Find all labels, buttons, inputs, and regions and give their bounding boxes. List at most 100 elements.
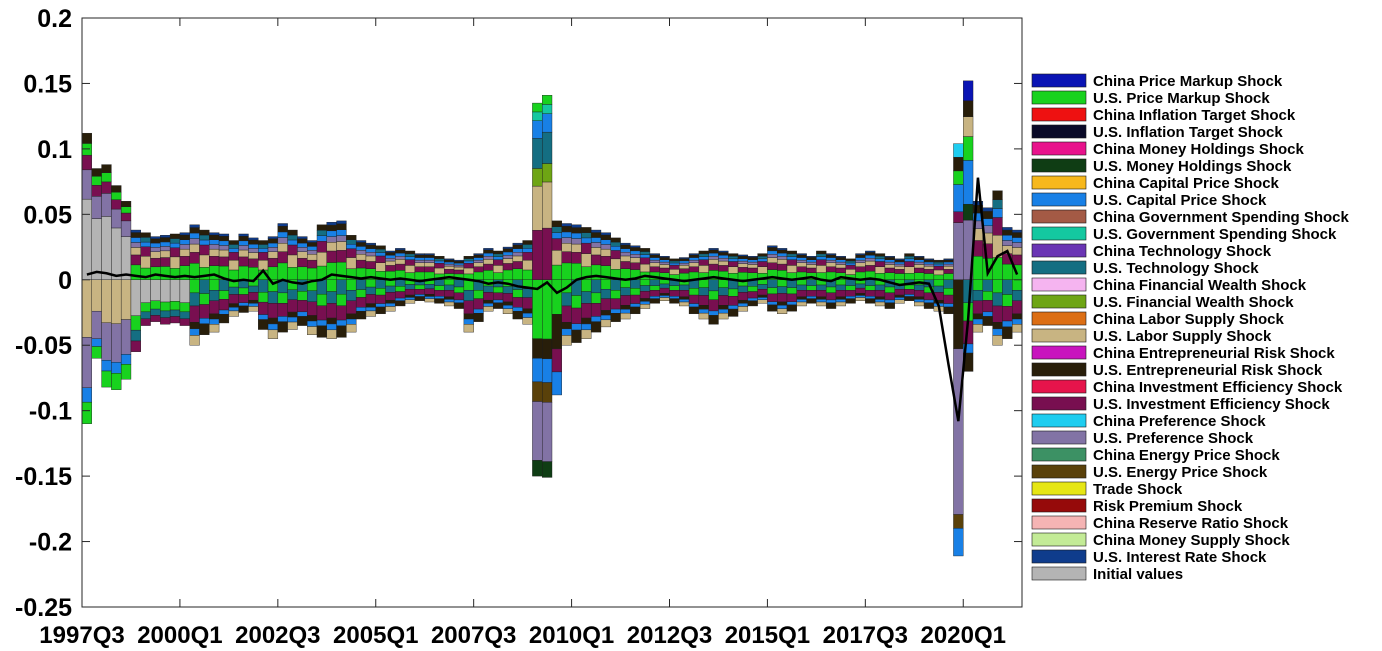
bar-segment-pos-26-2 (336, 241, 347, 251)
bar-segment-neg-93-3 (992, 322, 1003, 330)
bar-segment-pos-20-5 (277, 226, 288, 233)
bar-segment-neg-27-2 (346, 300, 357, 315)
bar-segment-pos-48-5 (551, 220, 562, 227)
bar-segment-neg-51-0 (581, 279, 592, 292)
bar-segment-neg-60-3 (669, 296, 680, 299)
bar-segment-pos-6-3 (140, 241, 151, 247)
bar-segment-neg-82-1 (884, 286, 895, 293)
bar-segment-neg-70-4 (767, 304, 778, 312)
bar-segment-pos-80-2 (865, 260, 876, 266)
bar-segment-pos-93-3 (992, 208, 1003, 218)
bar-segment-pos-51-1 (581, 253, 592, 267)
bar-segment-pos-38-2 (453, 266, 465, 271)
bar-segment-neg-94-3 (1002, 320, 1013, 328)
bar-segment-pos-21-3 (287, 239, 298, 246)
legend-swatch (1031, 396, 1087, 411)
bar-segment-neg-38-2 (453, 292, 465, 301)
legend-swatch (1031, 532, 1087, 547)
bar-segment-neg-12-0 (199, 279, 210, 294)
bar-segment-neg-22-3 (297, 311, 308, 317)
bar-segment-pos-65-6 (718, 250, 729, 253)
bar-segment-pos-58-2 (649, 262, 660, 267)
bar-segment-pos-71-3 (777, 256, 788, 260)
bar-segment-pos-12-4 (199, 234, 210, 241)
bar-segment-neg-12-1 (199, 293, 210, 305)
bar-segment-neg-58-2 (649, 290, 660, 297)
bar-segment-pos-39-1 (463, 267, 474, 275)
bar-segment-neg-27-0 (346, 279, 357, 291)
legend-label: China Government Spending Shock (1093, 209, 1350, 226)
bar-segment-neg-71-4 (777, 305, 788, 309)
bar-segment-neg-41-3 (483, 300, 494, 304)
bar-segment-pos-2-1 (101, 193, 112, 217)
bar-segment-neg-87-0 (933, 279, 944, 287)
bar-segment-pos-72-2 (786, 259, 797, 266)
bar-segment-neg-11-2 (189, 305, 200, 323)
bar-segment-neg-27-3 (346, 313, 357, 320)
bar-segment-pos-90-1 (963, 203, 974, 221)
bar-segment-pos-50-2 (571, 243, 582, 253)
bar-segment-neg-63-3 (698, 305, 709, 310)
bar-segment-neg-24-1 (316, 293, 327, 306)
bar-segment-pos-22-2 (297, 251, 308, 259)
bar-segment-neg-61-1 (679, 284, 690, 291)
bar-segment-neg-66-4 (728, 308, 739, 317)
bar-segment-neg-20-4 (277, 321, 288, 333)
bar-segment-neg-66-2 (728, 296, 739, 306)
bar-segment-pos-34-2 (414, 262, 425, 267)
bar-segment-neg-68-2 (747, 291, 758, 299)
bar-segment-neg-22-2 (297, 300, 308, 313)
bar-segment-pos-24-5 (316, 224, 327, 231)
bar-segment-neg-59-1 (659, 283, 670, 289)
bar-segment-pos-71-1 (777, 263, 788, 271)
bar-segment-pos-74-3 (806, 261, 817, 265)
bar-segment-neg-1-1 (91, 310, 102, 339)
bar-segment-pos-79-3 (855, 259, 866, 263)
bar-segment-neg-0-2 (81, 387, 92, 403)
legend-swatch (1031, 515, 1087, 530)
bar-segment-pos-22-4 (297, 242, 308, 248)
bar-segment-pos-20-1 (277, 251, 288, 264)
bar-segment-neg-89-0 (953, 279, 964, 350)
bar-segment-pos-28-3 (355, 250, 367, 255)
bar-segment-neg-43-4 (502, 305, 514, 309)
bar-segment-pos-52-1 (590, 254, 602, 266)
bar-segment-pos-35-6 (424, 253, 435, 256)
bar-segment-pos-41-1 (483, 263, 494, 271)
bar-segment-pos-65-2 (718, 260, 729, 266)
bar-segment-neg-87-1 (933, 285, 944, 293)
bar-segment-neg-6-1 (140, 302, 151, 313)
bar-segment-neg-51-2 (581, 303, 592, 319)
legend-swatch (1031, 362, 1087, 377)
bar-segment-pos-57-2 (639, 257, 651, 265)
bar-segment-neg-45-3 (522, 308, 533, 314)
bar-segment-neg-52-3 (590, 316, 602, 322)
bar-segment-neg-57-1 (639, 285, 651, 292)
bar-segment-pos-49-2 (561, 242, 572, 252)
bar-segment-pos-26-5 (336, 223, 347, 230)
bar-segment-pos-93-5 (992, 190, 1003, 200)
bar-segment-neg-85-3 (914, 296, 925, 300)
bar-segment-pos-86-3 (923, 263, 935, 267)
bar-segment-neg-57-5 (639, 304, 651, 309)
bar-segment-pos-25-4 (326, 230, 337, 237)
bar-segment-pos-69-5 (757, 253, 768, 257)
bar-segment-pos-41-4 (483, 252, 494, 257)
bar-segment-neg-21-4 (287, 316, 298, 323)
y-tick-label: -0.25 (15, 594, 72, 622)
bar-segment-neg-66-1 (728, 288, 739, 297)
bar-segment-pos-87-4 (933, 261, 944, 265)
legend-swatch (1031, 413, 1087, 428)
bar-segment-pos-50-1 (571, 252, 582, 264)
bar-segment-pos-71-4 (777, 252, 788, 257)
bar-segment-neg-74-2 (806, 290, 817, 297)
bar-segment-pos-78-3 (845, 262, 856, 266)
bar-segment-neg-74-0 (806, 279, 817, 286)
bar-segment-neg-23-4 (307, 320, 318, 327)
bar-segment-neg-7-1 (150, 300, 161, 310)
bar-segment-pos-89-5 (953, 143, 964, 158)
bar-segment-pos-17-2 (248, 252, 259, 260)
bar-segment-neg-6-0 (140, 279, 151, 303)
bar-segment-neg-47-1 (542, 338, 553, 360)
bar-segment-pos-29-6 (365, 242, 376, 246)
